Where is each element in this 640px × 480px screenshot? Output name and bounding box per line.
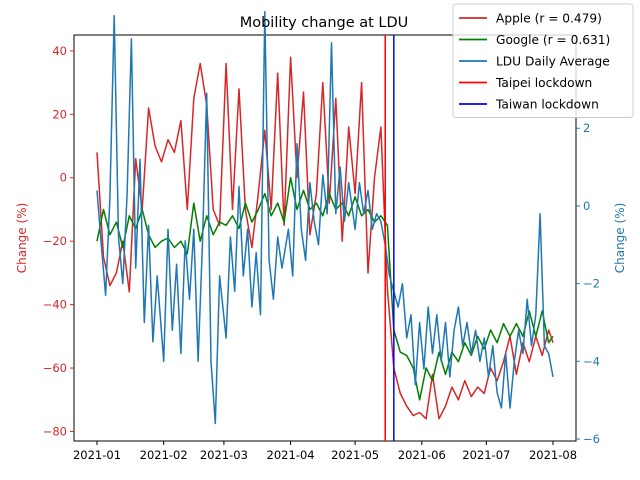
axes: 2021-01 2021-02 2021-03 2021-04 2021-05 2021-… <box>43 44 600 462</box>
left-y-tick-label: −60 <box>43 361 67 375</box>
x-tick-label: 2021-06 <box>398 448 446 462</box>
x-tick-label: 2021-03 <box>200 448 248 462</box>
legend-box <box>452 3 634 118</box>
legend-label: Google (r = 0.631) <box>496 33 610 47</box>
right-y-tick-label: 2 <box>583 121 590 135</box>
x-tick-label: 2021-05 <box>331 448 379 462</box>
legend-label: Taiwan lockdown <box>495 98 599 112</box>
left-y-tick-label: −40 <box>43 298 67 312</box>
right-y-tick-label: −6 <box>583 432 600 446</box>
legend-label: Apple (r = 0.479) <box>496 12 602 26</box>
series-line-3 <box>96 10 554 425</box>
chart-title: Mobility change at LDU <box>240 15 409 31</box>
right-y-tick-label: −2 <box>583 277 600 291</box>
series-line-1 <box>96 56 554 420</box>
legend-label: Taipei lockdown <box>495 76 592 90</box>
left-y-tick-label: −80 <box>43 424 67 438</box>
x-tick-label: 2021-01 <box>73 448 121 462</box>
right-axis-label: Change (%) <box>613 203 627 274</box>
left-y-tick-label: 0 <box>60 171 67 185</box>
lockdown-lines <box>384 35 395 441</box>
left-axis-label: Change (%) <box>15 203 29 274</box>
series-layer <box>96 10 554 425</box>
left-y-tick-label: 20 <box>52 107 67 121</box>
legend: Apple (r = 0.479) Google (r = 0.631) LDU D… <box>452 3 634 118</box>
right-y-tick-label: 0 <box>583 199 590 213</box>
x-tick-label: 2021-02 <box>140 448 188 462</box>
left-y-tick-label: −20 <box>43 234 67 248</box>
left-y-tick-label: 40 <box>52 44 67 58</box>
right-y-tick-label: −4 <box>583 354 600 368</box>
x-tick-label: 2021-07 <box>462 448 510 462</box>
x-tick-label: 2021-04 <box>267 448 315 462</box>
x-tick-label: 2021-08 <box>529 448 577 462</box>
legend-label: LDU Daily Average <box>496 55 610 69</box>
